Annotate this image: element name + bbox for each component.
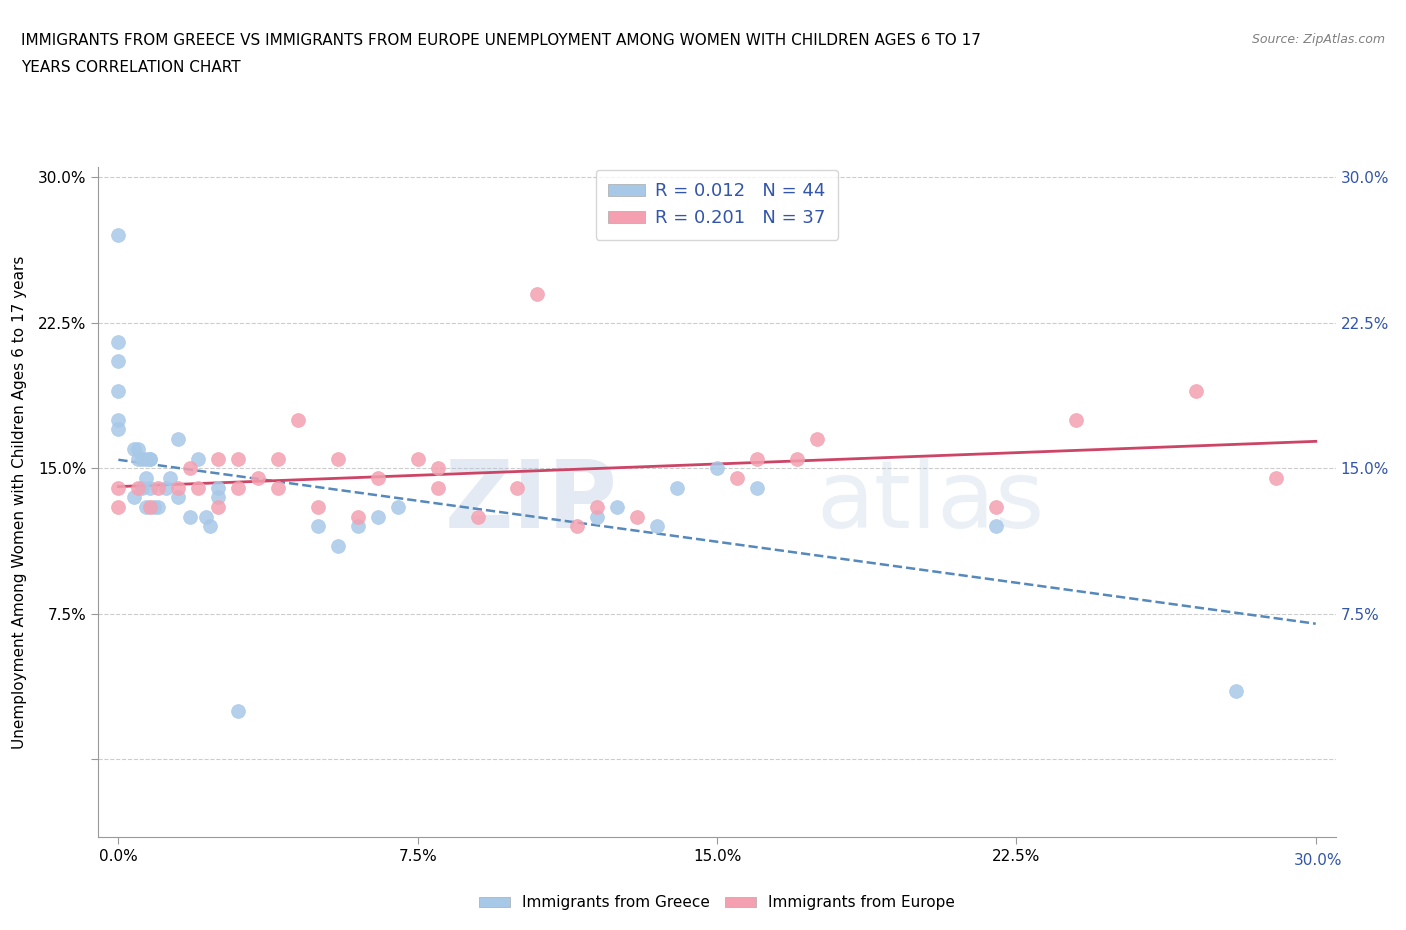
Point	[307, 519, 329, 534]
Point	[506, 480, 529, 495]
Point	[127, 442, 149, 457]
Point	[148, 480, 170, 495]
Point	[131, 480, 153, 495]
Legend: Immigrants from Greece, Immigrants from Europe: Immigrants from Greece, Immigrants from …	[474, 889, 960, 916]
Point	[467, 510, 489, 525]
Point	[247, 471, 270, 485]
Point	[307, 499, 329, 514]
Point	[198, 519, 221, 534]
Point	[426, 480, 449, 495]
Point	[586, 499, 609, 514]
Point	[367, 471, 389, 485]
Point	[139, 451, 162, 466]
Point	[124, 442, 146, 457]
Point	[347, 510, 370, 525]
Point	[367, 510, 389, 525]
Point	[159, 471, 181, 485]
Point	[107, 422, 129, 437]
Point	[226, 703, 249, 718]
Point	[786, 451, 808, 466]
Point	[135, 471, 157, 485]
Point	[267, 480, 290, 495]
Point	[287, 412, 309, 427]
Point	[127, 451, 149, 466]
Point	[267, 451, 290, 466]
Point	[167, 480, 190, 495]
Point	[207, 480, 229, 495]
Point	[207, 499, 229, 514]
Text: ZIP: ZIP	[446, 457, 619, 548]
Point	[586, 510, 609, 525]
Point	[107, 335, 129, 350]
Point	[127, 480, 149, 495]
Point	[207, 451, 229, 466]
Text: Source: ZipAtlas.com: Source: ZipAtlas.com	[1251, 33, 1385, 46]
Point	[179, 510, 201, 525]
Point	[135, 451, 157, 466]
Y-axis label: Unemployment Among Women with Children Ages 6 to 17 years: Unemployment Among Women with Children A…	[13, 256, 27, 749]
Point	[406, 451, 429, 466]
Point	[1064, 412, 1087, 427]
Point	[1264, 471, 1286, 485]
Point	[107, 480, 129, 495]
Text: IMMIGRANTS FROM GREECE VS IMMIGRANTS FROM EUROPE UNEMPLOYMENT AMONG WOMEN WITH C: IMMIGRANTS FROM GREECE VS IMMIGRANTS FRO…	[21, 33, 981, 47]
Point	[1185, 383, 1208, 398]
Text: 30.0%: 30.0%	[1295, 853, 1343, 868]
Point	[207, 490, 229, 505]
Point	[986, 499, 1008, 514]
Point	[606, 499, 628, 514]
Point	[139, 451, 162, 466]
Point	[326, 538, 349, 553]
Point	[155, 480, 177, 495]
Point	[326, 451, 349, 466]
Point	[135, 499, 157, 514]
Point	[107, 499, 129, 514]
Point	[179, 460, 201, 475]
Point	[187, 480, 209, 495]
Point	[1225, 684, 1247, 698]
Point	[706, 460, 728, 475]
Point	[131, 451, 153, 466]
Point	[107, 228, 129, 243]
Point	[107, 412, 129, 427]
Text: YEARS CORRELATION CHART: YEARS CORRELATION CHART	[21, 60, 240, 75]
Point	[143, 499, 166, 514]
Point	[986, 519, 1008, 534]
Point	[148, 499, 170, 514]
Point	[666, 480, 689, 495]
Point	[167, 432, 190, 446]
Point	[426, 460, 449, 475]
Point	[725, 471, 748, 485]
Point	[139, 499, 162, 514]
Text: atlas: atlas	[815, 457, 1045, 548]
Point	[139, 480, 162, 495]
Point	[195, 510, 218, 525]
Point	[124, 490, 146, 505]
Point	[107, 383, 129, 398]
Point	[806, 432, 828, 446]
Point	[745, 480, 768, 495]
Point	[567, 519, 589, 534]
Point	[107, 354, 129, 369]
Point	[745, 451, 768, 466]
Point	[347, 519, 370, 534]
Point	[167, 490, 190, 505]
Point	[226, 451, 249, 466]
Point	[226, 480, 249, 495]
Point	[526, 286, 548, 301]
Point	[626, 510, 648, 525]
Point	[387, 499, 409, 514]
Point	[645, 519, 668, 534]
Point	[187, 451, 209, 466]
